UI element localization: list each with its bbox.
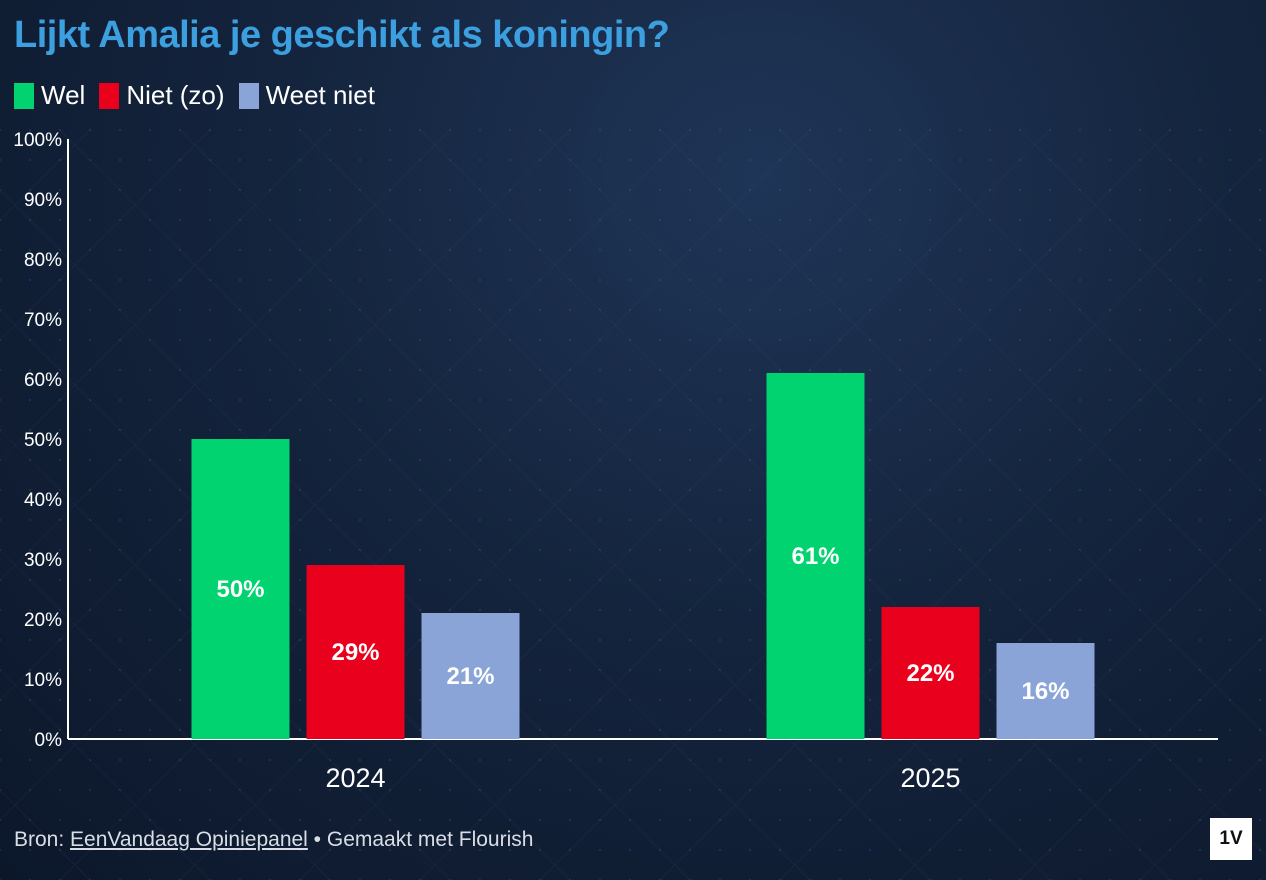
bar xyxy=(996,643,1095,739)
legend-swatch-weet-niet xyxy=(238,82,259,109)
made-with-flourish: Gemaakt met Flourish xyxy=(326,828,534,851)
bar xyxy=(881,607,980,739)
y-tick-label: 0% xyxy=(35,730,63,751)
eenvandaag-logo: 1V xyxy=(1210,818,1252,860)
data-label: 22% xyxy=(906,660,954,687)
legend-label-wel: Wel xyxy=(41,80,86,110)
y-tick-label: 100% xyxy=(13,130,62,151)
bar xyxy=(191,439,290,739)
bar xyxy=(421,613,520,739)
chart-title: Lijkt Amalia je geschikt als koningin? xyxy=(14,14,670,56)
footer-separator: • xyxy=(307,828,327,851)
data-label: 61% xyxy=(791,543,839,570)
y-tick-label: 90% xyxy=(24,190,62,211)
footer-prefix: Bron: xyxy=(14,828,71,851)
background-texture xyxy=(0,129,1266,880)
legend-item-wel[interactable]: Wel xyxy=(14,80,85,111)
y-tick-label: 50% xyxy=(24,430,62,451)
footer: Bron: EenVandaag Opiniepanel • Gemaakt m… xyxy=(14,828,533,852)
legend-label-weet-niet: Weet niet xyxy=(265,80,375,110)
y-tick-label: 80% xyxy=(24,250,62,271)
x-tick-label: 2025 xyxy=(900,763,960,793)
y-tick-label: 10% xyxy=(24,670,62,691)
bar xyxy=(306,565,405,739)
data-label: 29% xyxy=(331,639,379,666)
bar xyxy=(766,373,865,739)
y-tick-label: 70% xyxy=(24,310,62,331)
y-tick-label: 60% xyxy=(24,370,62,391)
data-label: 16% xyxy=(1021,678,1069,705)
legend-swatch-niet xyxy=(99,82,120,109)
legend-item-weet-niet[interactable]: Weet niet xyxy=(238,80,375,111)
y-tick-label: 30% xyxy=(24,550,62,571)
data-label: 50% xyxy=(216,576,264,603)
y-tick-label: 40% xyxy=(24,490,62,511)
data-label: 21% xyxy=(446,663,494,690)
legend-item-niet[interactable]: Niet (zo) xyxy=(99,80,225,111)
source-link[interactable]: EenVandaag Opiniepanel xyxy=(70,828,308,851)
y-tick-label: 20% xyxy=(24,610,62,631)
legend-label-niet: Niet (zo) xyxy=(126,80,225,110)
x-tick-label: 2024 xyxy=(325,763,385,793)
legend: Wel Niet (zo) Weet niet xyxy=(14,80,389,111)
legend-swatch-wel xyxy=(14,82,34,109)
